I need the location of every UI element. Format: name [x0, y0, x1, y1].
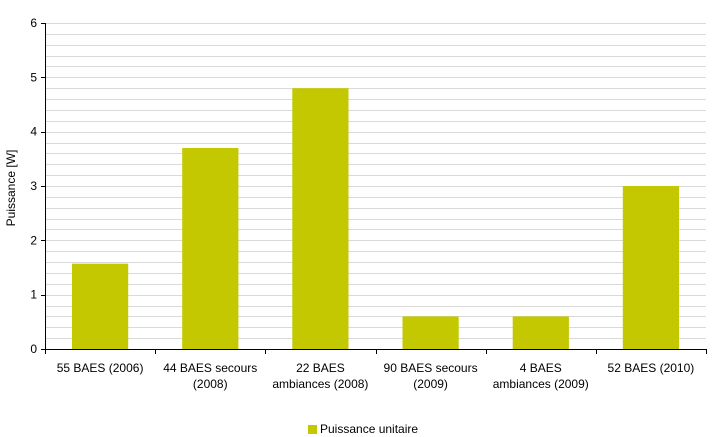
x-category-label: 4 BAES ambiances (2009) [493, 361, 589, 391]
y-tick-label: 0 [30, 342, 37, 356]
y-tick-label: 5 [30, 70, 37, 84]
y-tick-labels: 0 1 2 3 4 5 6 [30, 16, 37, 356]
grid-lines [45, 23, 706, 339]
bars-group [72, 88, 679, 349]
y-tick-label: 6 [30, 16, 37, 30]
x-category-label: 90 BAES secours (2009) [384, 361, 478, 391]
y-tick-label: 3 [30, 179, 37, 193]
axes [41, 23, 707, 354]
bar [292, 88, 349, 349]
bar [72, 263, 129, 349]
legend-label: Puissance unitaire [320, 422, 418, 436]
y-tick-label: 4 [30, 125, 37, 139]
y-tick-label: 2 [30, 233, 37, 247]
x-category-label: 55 BAES (2006) [57, 361, 144, 375]
legend-swatch [308, 425, 317, 434]
y-axis-title: Puissance [W] [4, 150, 18, 227]
bar [622, 186, 679, 349]
bar [402, 316, 459, 349]
bar [512, 316, 569, 349]
x-category-label: 22 BAES ambiances (2008) [272, 361, 368, 391]
x-category-label: 52 BAES (2010) [608, 361, 695, 375]
bar [182, 148, 239, 349]
legend: Puissance unitaire [308, 422, 418, 436]
x-category-label: 44 BAES secours (2008) [163, 361, 257, 391]
y-tick-label: 1 [30, 288, 37, 302]
x-category-labels: 55 BAES (2006) 44 BAES secours (2008) 22 BA… [57, 361, 695, 391]
